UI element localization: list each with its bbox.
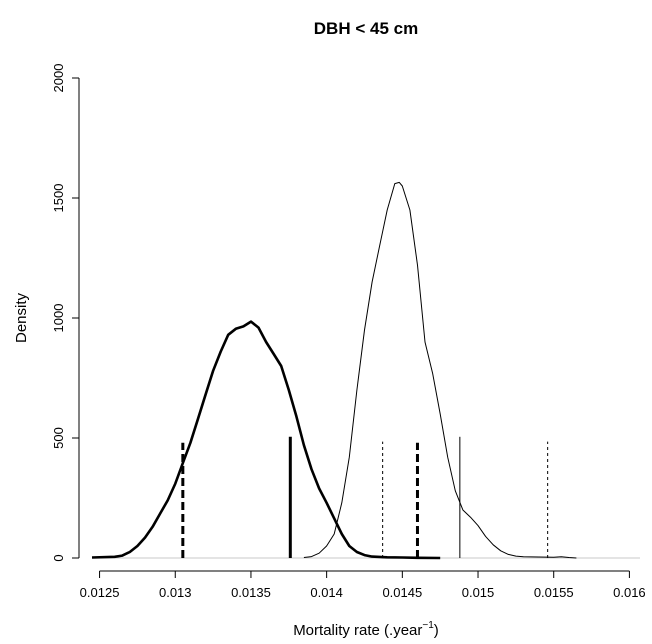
y-tick-label: 500 — [51, 427, 66, 449]
x-tick-label: 0.0135 — [231, 585, 271, 600]
y-tick-label: 0 — [51, 554, 66, 561]
y-tick-label: 1500 — [51, 184, 66, 213]
x-tick-label: 0.0125 — [80, 585, 120, 600]
chart-title: DBH < 45 cm — [314, 19, 418, 38]
x-tick-label: 0.0155 — [534, 585, 574, 600]
y-tick-label: 1000 — [51, 304, 66, 333]
x-tick-label: 0.016 — [613, 585, 646, 600]
density-curve-thin — [303, 181, 577, 559]
y-axis-label: Density — [13, 292, 30, 343]
x-tick-label: 0.013 — [159, 585, 192, 600]
density-curve-thick — [91, 320, 441, 560]
x-axis-label-end: ) — [434, 622, 439, 639]
x-tick-label: 0.0145 — [382, 585, 422, 600]
x-tick-label: 0.014 — [310, 585, 343, 600]
x-axis-label-main: Mortality rate (.year — [293, 622, 422, 639]
y-tick-label: 2000 — [51, 64, 66, 93]
plot-area: 0.0125 0.013 0.0135 0.014 0.0145 0.015 0.0155 0… — [51, 64, 646, 600]
x-axis-label: Mortality rate (.year−1) — [293, 620, 439, 639]
x-axis-label-sup: −1 — [422, 620, 434, 631]
x-tick-label: 0.015 — [462, 585, 495, 600]
